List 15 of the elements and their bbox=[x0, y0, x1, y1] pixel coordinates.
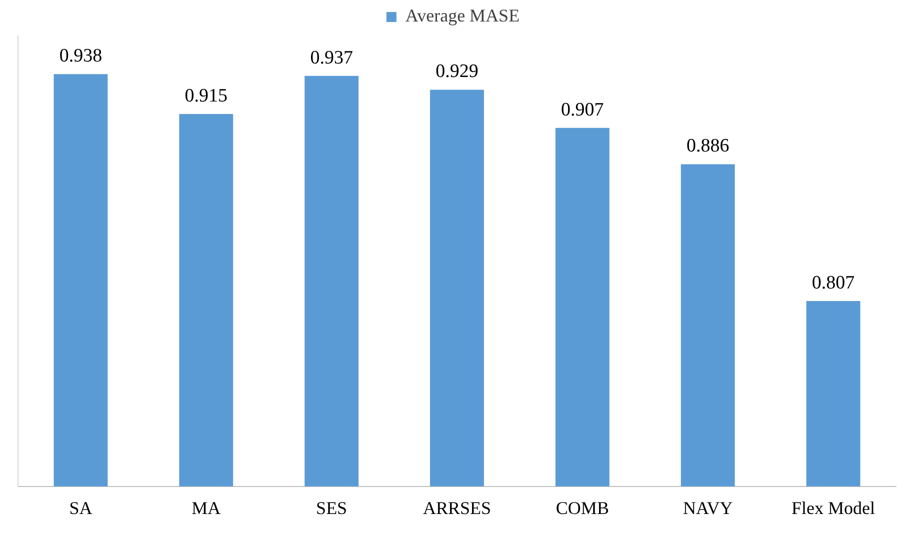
x-tick-label: Flex Model bbox=[792, 498, 876, 518]
x-tick-label: NAVY bbox=[683, 498, 733, 518]
x-tick-label: MA bbox=[192, 498, 221, 518]
data-label: 0.937 bbox=[310, 47, 353, 68]
x-tick-label: ARRSES bbox=[422, 498, 492, 518]
x-tick-label: SES bbox=[316, 498, 348, 518]
data-label: 0.929 bbox=[436, 61, 478, 82]
legend-label: Average MASE bbox=[405, 6, 520, 26]
data-label: 0.907 bbox=[561, 99, 604, 120]
x-tick-label: COMB bbox=[556, 498, 609, 518]
data-label: 0.938 bbox=[59, 46, 102, 67]
x-tick-label: SA bbox=[69, 498, 92, 518]
data-label: 0.915 bbox=[184, 85, 228, 106]
data-label: 0.807 bbox=[812, 272, 855, 294]
data-label: 0.886 bbox=[686, 136, 730, 157]
